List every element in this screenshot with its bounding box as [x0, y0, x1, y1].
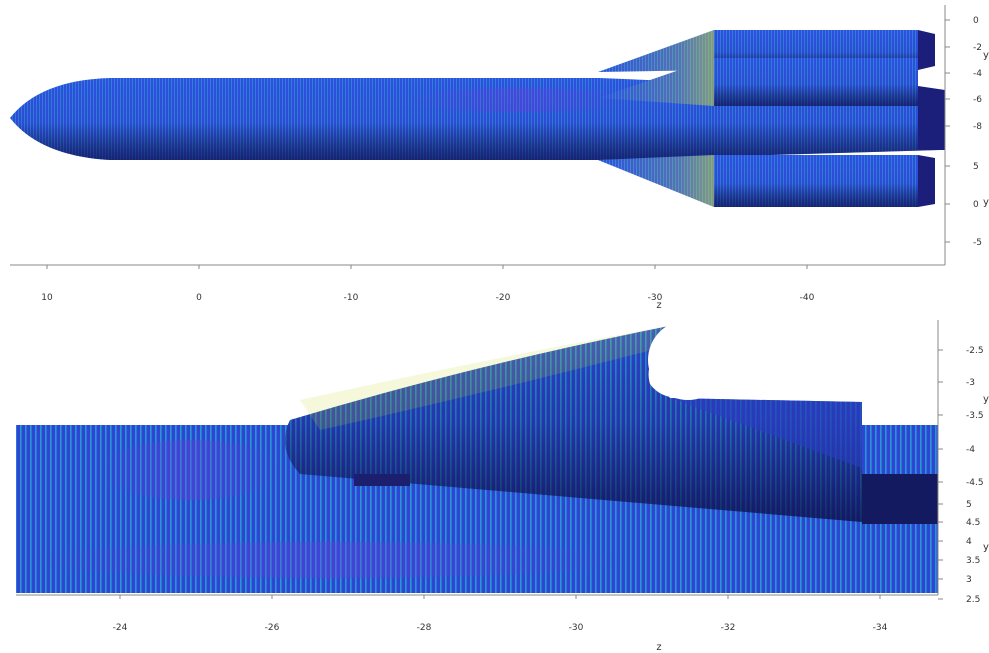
- bottom-x-tick-label: -32: [721, 623, 736, 633]
- core-surface-zoom: [16, 425, 938, 593]
- top-y-tick-label: -8: [973, 122, 982, 132]
- bottom-panel: -24 -26 -28 -30 -32 -34 -2.5 -3 -3.5 -4 -4.5 5 4.5 4…: [16, 320, 989, 653]
- top-y-ticks: 0 -2 -4 -6 -8 5 0 -5: [945, 16, 982, 248]
- booster-lower: [598, 155, 935, 207]
- bottom-y-tick-label: -4: [966, 445, 975, 455]
- top-y-tick-label: 0: [973, 200, 979, 210]
- bottom-x-tick-label: -30: [569, 623, 584, 633]
- bottom-x-tick-label: -26: [265, 623, 280, 633]
- bottom-x-axis-label: z: [656, 642, 661, 653]
- bottom-y-tick-label: 4.5: [966, 518, 980, 528]
- bottom-y-tick-label: -2.5: [966, 346, 984, 356]
- top-x-tick-label: -40: [800, 293, 815, 303]
- top-panel: 10 0 -10 -20 -30 -40 0 -2 -4 -6 -8 5 0 -5 z y y: [10, 5, 989, 311]
- bottom-x-tick-label: -28: [417, 623, 432, 633]
- top-x-axis-label: z: [656, 300, 661, 311]
- top-x-tick-label: -30: [648, 293, 663, 303]
- top-y-tick-label: -2: [973, 43, 982, 53]
- bottom-y-tick-label: 3.5: [966, 556, 980, 566]
- bottom-y-tick-label: 3: [966, 575, 972, 585]
- top-x-tick-label: 10: [41, 293, 53, 303]
- top-y-axis-label-upper: y: [983, 50, 989, 61]
- top-y-tick-label: -6: [973, 95, 982, 105]
- top-y-tick-label: 0: [973, 16, 979, 26]
- top-y-tick-label: -5: [973, 238, 982, 248]
- top-y-tick-label: 5: [973, 162, 979, 172]
- top-y-axis-label-lower: y: [983, 197, 989, 208]
- bottom-y-tick-label: -3: [966, 378, 975, 388]
- top-y-tick-label: -4: [973, 69, 982, 79]
- bottom-y-tick-label: 4: [966, 537, 972, 547]
- top-x-tick-label: -10: [344, 293, 359, 303]
- bottom-y-axis-label-lower: y: [983, 542, 989, 553]
- bottom-y-tick-label: -4.5: [966, 478, 984, 488]
- booster-cone-zoom: [284, 320, 938, 524]
- bottom-x-tick-label: -24: [113, 623, 128, 633]
- bottom-y-ticks: -2.5 -3 -3.5 -4 -4.5 5 4.5 4 3.5 3 2.5: [938, 346, 984, 605]
- bottom-y-tick-label: 2.5: [966, 595, 980, 605]
- bottom-x-ticks: -24 -26 -28 -30 -32 -34: [113, 595, 888, 633]
- bottom-y-axis-label-upper: y: [983, 394, 989, 405]
- booster-middle: [598, 58, 945, 150]
- top-x-ticks: 10 0 -10 -20 -30 -40: [41, 265, 815, 303]
- bottom-x-tick-label: -34: [873, 623, 888, 633]
- bottom-y-tick-label: -3.5: [966, 411, 984, 421]
- top-x-tick-label: -20: [496, 293, 511, 303]
- bottom-y-tick-label: 5: [966, 500, 972, 510]
- top-x-tick-label: 0: [196, 293, 202, 303]
